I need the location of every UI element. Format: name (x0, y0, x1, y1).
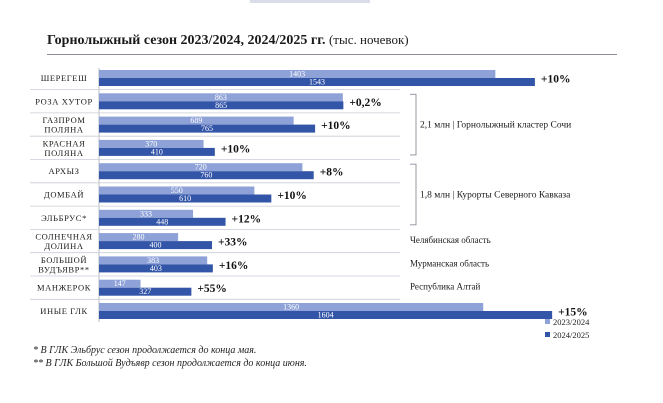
chart-title: Горнолыжный сезон 2023/2024, 2024/2025 г… (47, 32, 409, 49)
category-label-line1: СОЛНЕЧНАЯ (35, 232, 92, 242)
value-label-2024-2025: 1604 (318, 311, 334, 320)
bar-2023-2024 (99, 93, 343, 102)
bar-2023-2024 (99, 139, 204, 148)
category-label: МАНЖЕРОК (37, 283, 91, 293)
legend-label: 2024/2025 (553, 330, 589, 340)
bar-2024-2025 (99, 101, 344, 110)
value-label-2024-2025: 410 (151, 147, 163, 156)
value-label-2023-2024: 280 (133, 233, 145, 242)
bar-2024-2025 (99, 217, 226, 226)
growth-label: +8% (320, 167, 344, 179)
bar-2024-2025 (99, 78, 535, 86)
value-label-2023-2024: 550 (171, 186, 183, 195)
growth-label: +55% (197, 283, 227, 295)
bar-2023-2024 (99, 186, 255, 195)
bar-2023-2024 (99, 279, 141, 288)
group-label: 2,1 млн | Горнолыжный кластер Сочи (420, 120, 571, 131)
category-label-line2: ПОЛЯНА (44, 148, 83, 158)
bar-2024-2025 (99, 311, 553, 319)
category-label: ДОМБАЙ (44, 190, 84, 200)
growth-label: +0,2% (349, 97, 381, 109)
bar-2023-2024 (99, 209, 194, 218)
bar-2024-2025 (99, 171, 314, 180)
value-label-2024-2025: 1543 (309, 78, 325, 87)
value-label-2024-2025: 865 (215, 101, 227, 110)
value-label-2023-2024: 333 (140, 209, 152, 218)
growth-label: +16% (219, 260, 249, 272)
legend-swatch (545, 332, 550, 337)
category-label: ЭЛЬБРУС* (41, 213, 87, 223)
value-label-2024-2025: 327 (139, 287, 151, 296)
bar-2023-2024 (99, 116, 294, 125)
growth-label: +10% (221, 143, 251, 155)
growth-label: +12% (232, 213, 262, 225)
group-bracket (410, 163, 417, 226)
value-label-2023-2024: 383 (147, 256, 159, 265)
value-label-2023-2024: 720 (195, 163, 207, 172)
value-label-2023-2024: 147 (114, 279, 126, 288)
category-label-line2: ПОЛЯНА (44, 125, 83, 135)
chart-title-unit: (тыс. ночевок) (328, 32, 409, 47)
category-label-line2: ВУДЪЯВР** (38, 264, 89, 274)
bar-2024-2025 (99, 194, 272, 203)
value-label-2024-2025: 610 (179, 194, 191, 203)
legend-label: 2023/2024 (553, 317, 590, 327)
growth-label: +10% (277, 190, 307, 202)
value-label-2023-2024: 1403 (289, 70, 305, 79)
value-label-2024-2025: 403 (150, 264, 162, 273)
footnote-elbrus: * В ГЛК Эльбрус сезон продолжается до ко… (33, 345, 257, 356)
title-underline (47, 54, 617, 55)
bar-2024-2025 (99, 147, 215, 156)
bar-2023-2024 (99, 70, 496, 78)
value-label-2024-2025: 400 (150, 241, 162, 250)
bar-2023-2024 (99, 163, 303, 172)
growth-label: +10% (541, 74, 571, 86)
top-accent-bar (250, 0, 370, 3)
chart-title-main: Горнолыжный сезон 2023/2024, 2024/2025 г… (47, 33, 326, 48)
legend-swatch (545, 319, 550, 324)
category-label: ИНЫЕ ГЛК (40, 306, 88, 316)
region-label: Челябинская область (410, 235, 491, 245)
value-label-2024-2025: 765 (201, 124, 213, 133)
growth-label: +15% (558, 307, 588, 319)
value-label-2023-2024: 1360 (283, 303, 299, 312)
footnote-vudyavr: ** В ГЛК Большой Вудъявр сезон продолжае… (33, 358, 307, 369)
group-bracket (410, 93, 417, 156)
bar-2024-2025 (99, 241, 212, 250)
growth-label: +10% (321, 120, 351, 132)
value-label-2024-2025: 760 (200, 171, 212, 180)
bar-2023-2024 (99, 233, 179, 242)
growth-label: +33% (218, 237, 248, 249)
value-label-2023-2024: 863 (215, 93, 227, 102)
bar-2023-2024 (99, 256, 208, 265)
category-label: ШЕРЕГЕШ (41, 73, 88, 83)
bar-2023-2024 (99, 303, 484, 311)
category-label-line1: КРАСНАЯ (43, 138, 86, 148)
category-label: РОЗА ХУТОР (35, 96, 93, 106)
category-label-line1: БОЛЬШОЙ (41, 255, 87, 265)
region-label: Мурманская область (410, 258, 489, 268)
value-label-2023-2024: 370 (145, 139, 157, 148)
group-label: 1,8 млн | Курорты Северного Кавказа (420, 191, 571, 201)
bar-2024-2025 (99, 287, 192, 296)
value-label-2023-2024: 689 (190, 116, 202, 125)
region-label: Республика Алтай (410, 282, 480, 292)
category-label-line2: ДОЛИНА (44, 241, 84, 251)
bar-2024-2025 (99, 124, 316, 133)
category-label: АРХЫЗ (48, 166, 79, 176)
category-label-line1: ГАЗПРОМ (42, 115, 85, 125)
value-label-2024-2025: 448 (156, 217, 168, 226)
bar-2024-2025 (99, 264, 213, 273)
